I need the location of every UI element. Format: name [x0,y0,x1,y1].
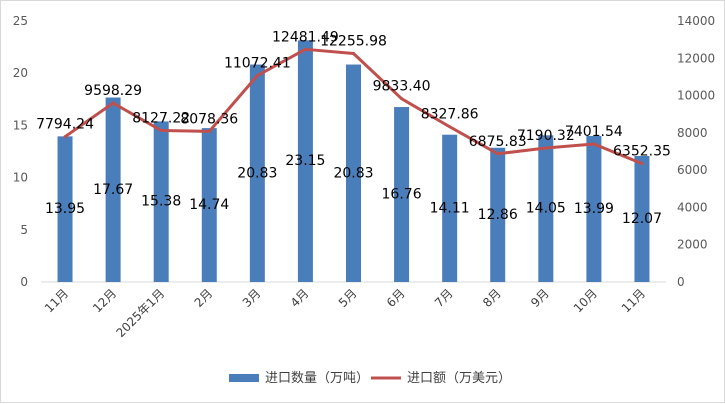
y-right-tick-label: 2000 [677,238,708,252]
bar [57,136,73,282]
x-tick-label: 4月 [288,286,312,310]
line-data-label: 6875.83 [469,134,527,150]
x-tick-label: 9月 [528,286,552,310]
bar-data-label: 17.67 [93,182,133,198]
y-left-tick-label: 10 [13,171,28,185]
line-data-label: 6352.35 [613,144,671,160]
x-tick-label: 2月 [192,286,216,310]
bar-data-label: 20.83 [333,165,373,181]
line-data-label: 7401.54 [565,124,623,140]
x-tick-label: 2025年1月 [113,286,167,340]
line-data-label: 9598.29 [84,83,142,99]
bar-data-label: 12.07 [622,211,662,227]
bar-data-label: 13.95 [45,201,85,217]
bar [297,40,313,283]
bar-data-label: 16.76 [382,187,422,203]
line-point [496,152,500,156]
legend-bar-swatch [229,374,259,382]
x-tick-label: 5月 [336,286,360,310]
bar [490,147,506,282]
bar [442,134,458,282]
line-point [544,146,548,150]
bar [346,64,361,282]
bar-data-label: 14.05 [526,201,566,217]
line-data-label: 8327.86 [421,107,479,123]
line-point [640,162,644,166]
y-right-tick-label: 10000 [677,89,715,103]
y-right-tick-label: 6000 [677,163,708,177]
y-left-tick-label: 0 [20,275,28,289]
line-point [592,142,596,146]
bar [394,107,410,282]
line-point [303,47,307,51]
line-point [111,101,115,105]
x-tick-label: 6月 [384,286,408,310]
line-data-label: 11072.41 [224,56,291,72]
bar [634,155,650,282]
line-data-label: 8127.22 [132,110,190,126]
legend-line-label: 进口额（万美元） [407,371,511,386]
line-data-label: 12481.49 [272,29,339,45]
x-tick-label: 3月 [240,286,264,310]
bar-data-label: 13.99 [574,201,614,217]
bar [201,128,217,282]
x-tick-label: 11月 [619,286,648,315]
line-data-label: 8078.36 [180,111,238,127]
y-right-tick-label: 12000 [677,51,715,65]
line-point [352,52,355,56]
bar-data-label: 12.86 [478,207,518,223]
bar [249,64,265,282]
x-tick-label: 7月 [432,286,456,310]
bar-data-label: 14.74 [189,197,229,213]
y-right-tick-label: 0 [677,275,685,289]
bar-data-label: 23.15 [285,153,325,169]
y-left-tick-label: 5 [20,223,28,237]
line-point [448,125,452,129]
line-data-label: 7794.24 [36,117,94,133]
line-point [63,135,67,139]
line-data-label: 9833.40 [373,79,431,95]
bar [153,121,169,282]
bar [538,135,554,282]
y-right-tick-label: 8000 [677,126,708,140]
line-point [255,74,259,78]
legend-bar-label: 进口数量（万吨） [265,371,369,386]
bar-data-label: 14.11 [430,200,470,216]
line-data-label: 7190.32 [517,128,575,144]
bar [105,97,121,282]
line-point [207,129,211,133]
bar-data-label: 15.38 [141,194,181,210]
x-tick-label: 11月 [42,286,71,315]
x-tick-label: 10月 [571,286,600,315]
bar [586,135,602,282]
y-left-tick-label: 25 [13,14,28,28]
y-right-tick-label: 14000 [677,14,715,28]
line-data-label: 12255.98 [320,34,387,50]
bar-data-label: 20.83 [237,165,277,181]
line-point [159,128,163,132]
y-left-tick-label: 20 [13,66,28,80]
y-left-tick-label: 15 [13,118,28,132]
x-tick-label: 8月 [480,286,504,310]
x-tick-label: 12月 [90,286,119,315]
y-right-tick-label: 4000 [677,200,708,214]
line-point [400,97,404,101]
